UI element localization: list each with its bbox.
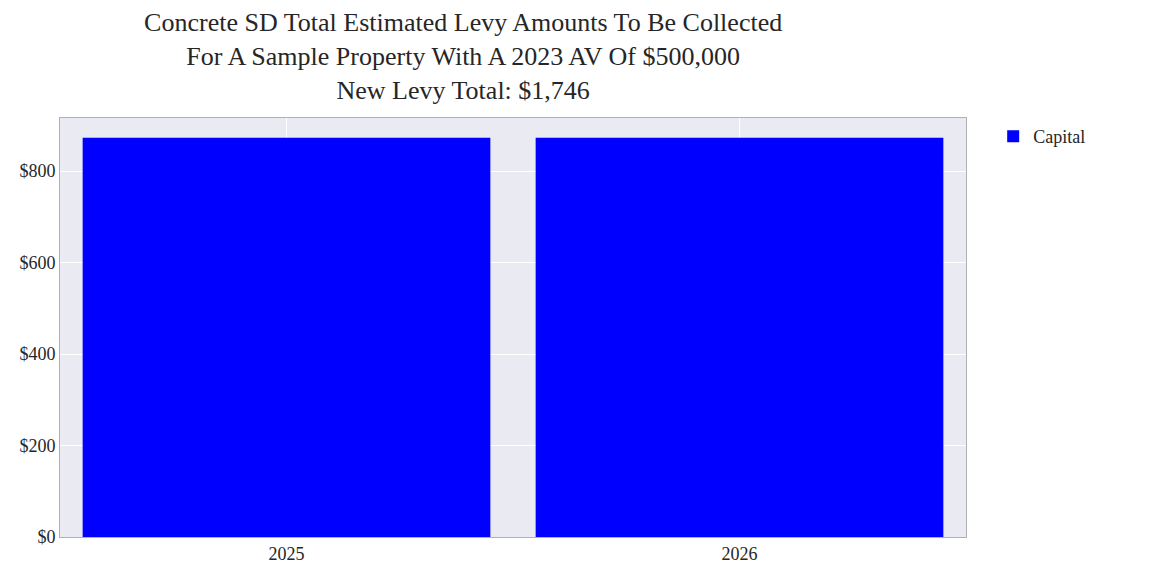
svg-text:$600: $600 xyxy=(19,253,55,273)
svg-text:$0: $0 xyxy=(37,527,55,547)
svg-text:Capital: Capital xyxy=(1033,127,1085,147)
svg-text:2026: 2026 xyxy=(722,544,758,564)
svg-text:$200: $200 xyxy=(19,436,55,456)
svg-text:2025: 2025 xyxy=(269,544,305,564)
svg-text:$800: $800 xyxy=(19,161,55,181)
svg-text:Concrete SD Total Estimated Le: Concrete SD Total Estimated Levy Amounts… xyxy=(144,8,782,105)
svg-text:$400: $400 xyxy=(19,344,55,364)
